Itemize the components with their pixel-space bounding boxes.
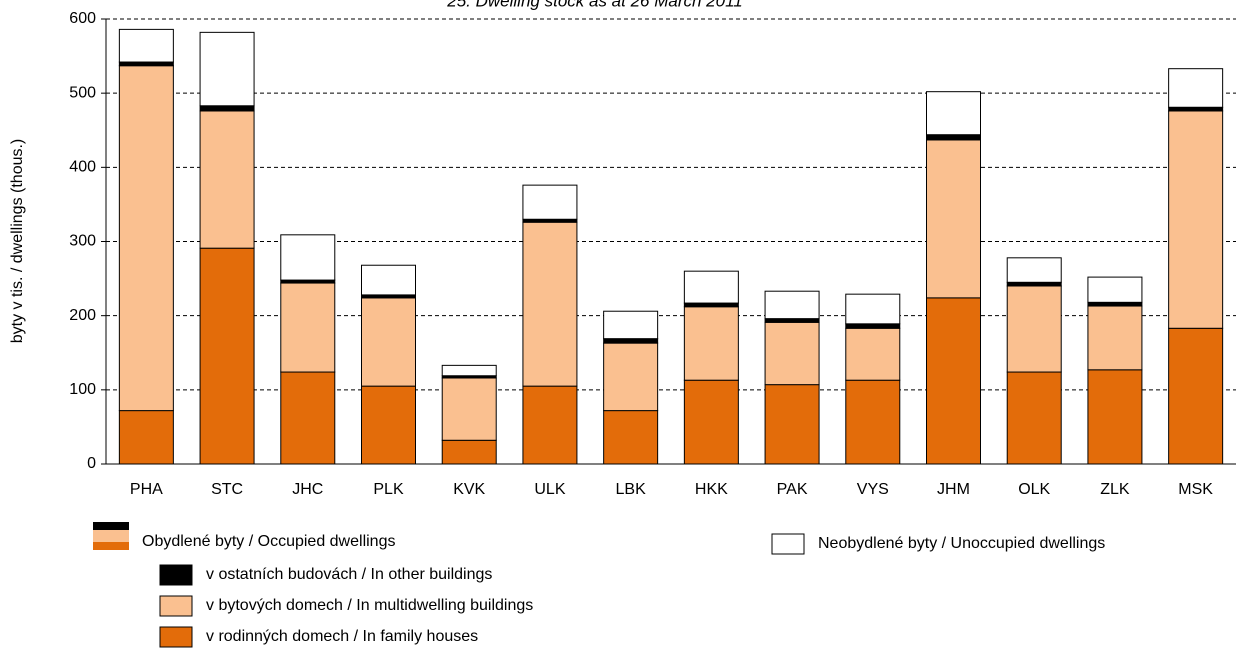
y-tick-label: 300 xyxy=(69,233,96,250)
legend-label: v ostatních budovách / In other building… xyxy=(206,566,492,583)
y-tick-label: 200 xyxy=(69,307,96,324)
x-tick-label: VYS xyxy=(857,481,889,498)
y-tick-label: 500 xyxy=(69,84,96,101)
x-tick-label: PAK xyxy=(777,481,808,498)
bar-segment xyxy=(1006,371,1062,465)
bar-segment xyxy=(683,270,739,304)
bar-segment xyxy=(441,364,497,377)
x-tick-label: JHM xyxy=(937,481,970,498)
y-tick-label: 100 xyxy=(69,381,96,398)
legend-group-swatch-top xyxy=(93,522,129,530)
bar-segment xyxy=(926,139,981,299)
x-tick-label: LBK xyxy=(616,481,647,498)
bar-segment xyxy=(1168,327,1224,465)
legend-group-label: Obydlené byty / Occupied dwellings xyxy=(142,533,395,550)
bar-segment xyxy=(845,293,901,325)
bar-segment xyxy=(603,342,659,412)
y-tick-label: 600 xyxy=(69,10,96,27)
x-tick-label: PLK xyxy=(373,481,404,498)
legend-group-swatch-mid xyxy=(93,530,129,542)
bar-segment xyxy=(1006,285,1062,373)
bar-segment xyxy=(1006,257,1062,283)
legend-group-swatch-bot xyxy=(93,542,129,550)
x-tick-label: MSK xyxy=(1178,481,1213,498)
bar-segment xyxy=(361,297,416,387)
x-tick-label: PHA xyxy=(130,481,163,498)
bar-segment xyxy=(603,410,659,465)
bar-segment xyxy=(522,221,578,387)
x-tick-label: ZLK xyxy=(1100,481,1130,498)
bar-segment xyxy=(118,65,174,412)
bar-segment xyxy=(441,439,497,465)
legend-swatch xyxy=(159,595,193,617)
bar-segment xyxy=(1168,68,1224,108)
bar-segment xyxy=(280,371,336,465)
bar-segment xyxy=(1006,281,1062,287)
bar-segment xyxy=(926,91,981,136)
legend-swatch xyxy=(771,533,805,555)
y-tick-label: 400 xyxy=(69,159,96,176)
bar-segment xyxy=(1087,301,1143,307)
bar-segment xyxy=(199,105,255,112)
legend-swatch xyxy=(159,564,193,586)
x-tick-label: STC xyxy=(211,481,243,498)
bar-segment xyxy=(199,110,255,249)
bar-segment xyxy=(603,338,659,344)
legend-label: v bytových domech / In multidwelling bui… xyxy=(206,597,533,614)
chart-title: 25. Dwelling stock as at 26 March 2011 xyxy=(446,0,742,10)
bar-segment xyxy=(1168,110,1224,329)
bar-segment xyxy=(845,323,901,329)
legend-swatch xyxy=(159,626,193,648)
bar-segment xyxy=(522,184,578,220)
legend-label: Neobydlené byty / Unoccupied dwellings xyxy=(818,535,1105,552)
bar-segment xyxy=(926,134,981,141)
bar-segment xyxy=(764,384,820,465)
x-tick-label: KVK xyxy=(453,481,485,498)
bar-segment xyxy=(361,385,416,465)
x-tick-label: HKK xyxy=(695,481,728,498)
bar-segment xyxy=(441,377,497,441)
x-tick-label: JHC xyxy=(292,481,323,498)
bar-segment xyxy=(683,302,739,308)
bar-segment xyxy=(199,31,255,107)
bar-segment xyxy=(1168,106,1224,112)
bar-segment xyxy=(1087,276,1143,303)
x-tick-label: ULK xyxy=(534,481,565,498)
bar-segment xyxy=(522,385,578,465)
bar-segment xyxy=(118,61,174,67)
y-tick-label: 0 xyxy=(87,455,96,472)
bar-segment xyxy=(118,410,174,465)
legend-label: v rodinných domech / In family houses xyxy=(206,628,478,645)
bar-segment xyxy=(280,282,336,373)
x-tick-label: OLK xyxy=(1018,481,1050,498)
bar-segment xyxy=(683,379,739,465)
bar-segment xyxy=(764,318,820,323)
bar-segment xyxy=(683,306,739,381)
bar-segment xyxy=(926,297,981,465)
bar-segment xyxy=(280,234,336,281)
bar-segment xyxy=(603,310,659,340)
bar-segment xyxy=(1087,305,1143,371)
bar-segment xyxy=(845,379,901,465)
bar-segment xyxy=(118,28,174,63)
bar-segment xyxy=(1087,369,1143,465)
bar-segment xyxy=(764,321,820,386)
bar-segment xyxy=(361,264,416,296)
bar-segment xyxy=(199,247,255,465)
bar-segment xyxy=(845,327,901,381)
y-axis-label: byty v tis. / dwellings (thous.) xyxy=(9,139,26,344)
bar-segment xyxy=(764,290,820,320)
